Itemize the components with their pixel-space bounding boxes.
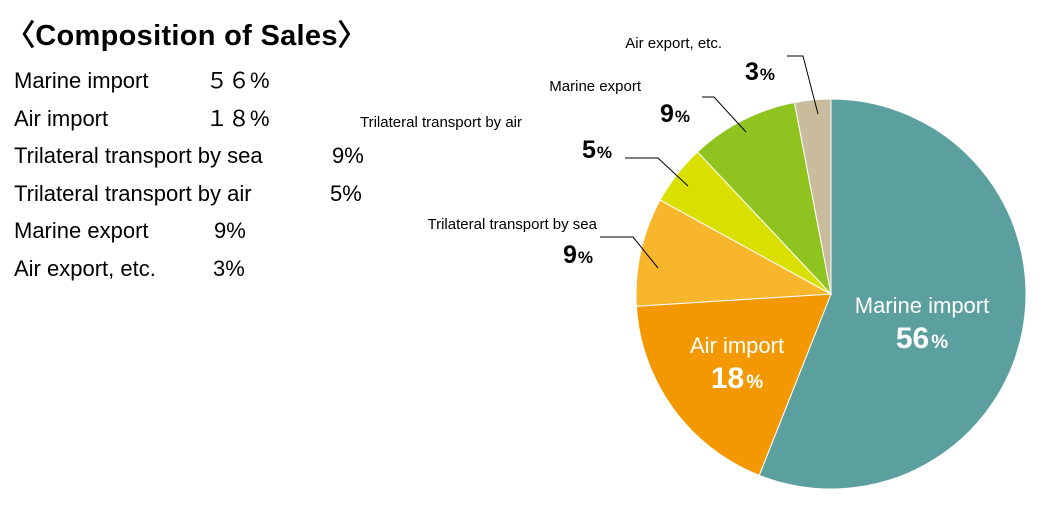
list-item-label: Trilateral transport by sea (14, 143, 263, 168)
list-item-value: 9% (214, 218, 246, 243)
pie-slice-marine-import (758, 98, 1027, 490)
slice-label-marine-import: Marine import (855, 293, 989, 318)
slice-label-air-export-etc: Air export, etc. (625, 35, 722, 52)
list-item-label: Marine export (14, 218, 149, 243)
pie-slice-marine-export (696, 101, 832, 296)
slice-value-trilateral-transport-by-air: 5% (582, 136, 612, 164)
slice-label-trilateral-transport-by-air: Trilateral transport by air (360, 114, 522, 131)
pie-slice-air-import (635, 293, 832, 476)
slice-value-air-import: 18% (711, 362, 763, 395)
slice-label-air-import: Air import (690, 333, 784, 358)
slice-labels: Marine import 56 % Air import 18 % Trilateral … (360, 35, 989, 395)
list-item-label: Marine import (14, 68, 149, 93)
slice-value-air-export-etc: 3% (745, 58, 775, 86)
leader-line-trilateral-transport-by-sea (600, 236, 659, 269)
list-item-value: １８% (206, 105, 270, 131)
list-item-label: Trilateral transport by air (14, 180, 252, 206)
chart-title: 〈Composition of Sales〉 (6, 20, 368, 52)
pie-slice-trilateral-transport-by-sea (635, 199, 833, 307)
leader-line-air-export-etc (787, 55, 819, 115)
leader-line-marine-export (702, 96, 747, 133)
list-item-label: Air import (14, 105, 109, 131)
list-item-value: ５６% (206, 68, 270, 93)
list-item-label: Air export, etc. (14, 255, 156, 281)
slice-value-marine-import: 56% (896, 322, 948, 355)
list-item-value: 5% (330, 180, 362, 206)
pie-slice-air-export-etc (793, 98, 832, 295)
leader-line-trilateral-transport-by-air (625, 157, 689, 187)
leader-lines (600, 55, 819, 269)
slice-label-trilateral-transport-by-sea: Trilateral transport by sea (427, 216, 597, 233)
slice-label-marine-export: Marine export (549, 78, 642, 95)
list-item-value: 9% (332, 143, 364, 168)
pie-slices (635, 98, 1027, 490)
slice-value-trilateral-transport-by-sea: 9% (563, 241, 593, 269)
list-item-value: 3% (213, 255, 245, 281)
slice-value-marine-export: 9% (660, 100, 690, 128)
